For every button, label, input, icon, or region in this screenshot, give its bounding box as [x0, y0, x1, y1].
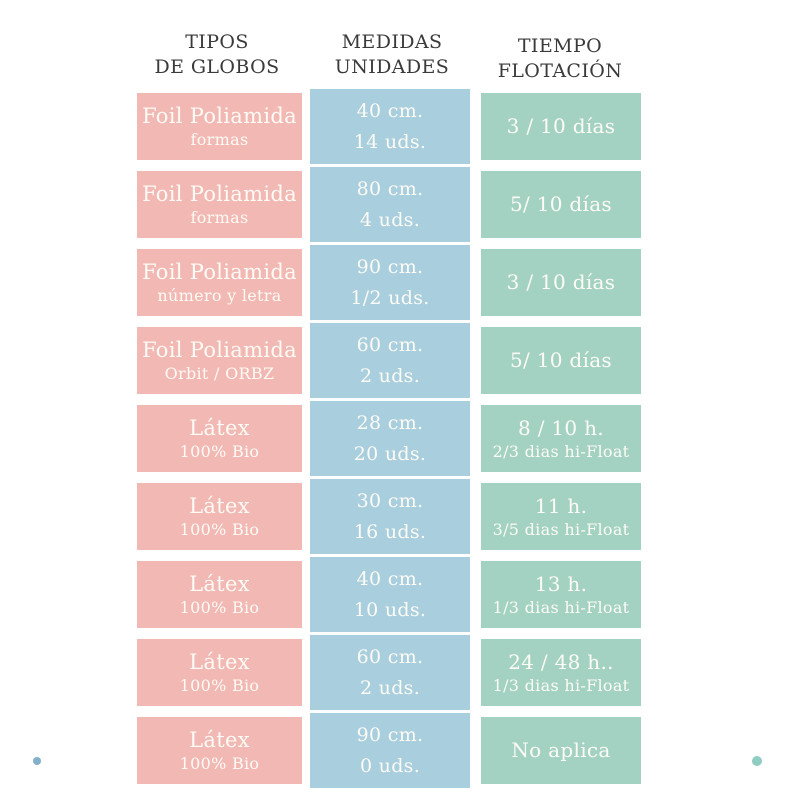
float-time-cell-main: 3 / 10 días — [506, 270, 616, 294]
float-time-cell-main: 5/ 10 días — [509, 348, 612, 372]
header-line: TIEMPO — [517, 35, 603, 57]
float-time-cell-main: No aplica — [511, 738, 611, 762]
balloon-type-cell-main: Látex — [189, 494, 250, 518]
measure-units-cell: 28 cm. 20 uds. — [310, 401, 470, 476]
float-time-cell: 11 h. 3/5 dias hi-Float — [481, 483, 641, 550]
measure-units-cell: 60 cm. 2 uds. — [310, 323, 470, 398]
header-line: TIPOS — [185, 31, 249, 53]
balloon-type-cell: Foil Poliamida formas — [137, 171, 302, 238]
balloon-type-cell-sub: 100% Bio — [179, 598, 260, 617]
measure-units-cell: 60 cm. 2 uds. — [310, 635, 470, 710]
balloon-type-cell-sub: 100% Bio — [179, 676, 260, 695]
float-time-cell: 8 / 10 h. 2/3 dias hi-Float — [481, 405, 641, 472]
balloon-type-cell-sub: formas — [190, 130, 249, 149]
balloon-type-cell-main: Látex — [189, 572, 250, 596]
float-time-cell: No aplica — [481, 717, 641, 784]
measure-units-cell-main: 90 cm. — [356, 256, 424, 278]
balloon-type-cell: Látex 100% Bio — [137, 483, 302, 550]
balloon-type-cell: Foil Poliamida Orbit / ORBZ — [137, 327, 302, 394]
measure-units-cell-main: 80 cm. — [356, 178, 424, 200]
balloon-type-cell-main: Foil Poliamida — [142, 338, 297, 362]
balloon-type-cell: Látex 100% Bio — [137, 717, 302, 784]
decorative-dot-bottom-left — [33, 757, 41, 765]
column-header-tipos-de-globos: TIPOS DE GLOBOS — [117, 30, 317, 80]
measure-units-cell-sub: 4 uds. — [359, 209, 421, 231]
measure-units-cell-main: 28 cm. — [356, 412, 424, 434]
float-time-cell-sub: 3/5 dias hi-Float — [492, 519, 630, 539]
measure-units-cell-sub: 2 uds. — [359, 677, 421, 699]
header-line: FLOTACIÓN — [497, 60, 623, 82]
balloon-type-cell-sub: formas — [190, 208, 249, 227]
float-time-cell-sub: 1/3 dias hi-Float — [492, 597, 630, 617]
balloon-type-cell: Foil Poliamida formas — [137, 93, 302, 160]
measure-units-cell-sub: 2 uds. — [359, 365, 421, 387]
measure-units-cell-main: 40 cm. — [356, 568, 424, 590]
measure-units-cell-main: 30 cm. — [356, 490, 424, 512]
balloon-type-cell: Látex 100% Bio — [137, 405, 302, 472]
header-line: MEDIDAS — [341, 31, 443, 53]
measure-units-cell-sub: 0 uds. — [359, 755, 421, 777]
balloon-type-cell: Látex 100% Bio — [137, 639, 302, 706]
decorative-dot-bottom-right — [752, 756, 762, 766]
balloon-type-cell-sub: 100% Bio — [179, 754, 260, 773]
balloon-type-cell-main: Látex — [189, 650, 250, 674]
measure-units-cell-sub: 14 uds. — [353, 131, 427, 153]
column-header-tiempo-flotacion: TIEMPO FLOTACIÓN — [460, 34, 660, 84]
float-time-cell: 13 h. 1/3 dias hi-Float — [481, 561, 641, 628]
measure-units-cell-sub: 20 uds. — [353, 443, 427, 465]
measure-units-cell: 80 cm. 4 uds. — [310, 167, 470, 242]
float-time-cell: 5/ 10 días — [481, 171, 641, 238]
measure-units-cell-main: 60 cm. — [356, 334, 424, 356]
measure-units-cell: 90 cm. 0 uds. — [310, 713, 470, 788]
measure-units-cell-sub: 10 uds. — [353, 599, 427, 621]
header-line: UNIDADES — [334, 56, 450, 78]
measure-units-cell: 90 cm. 1/2 uds. — [310, 245, 470, 320]
balloon-type-cell-sub: 100% Bio — [179, 442, 260, 461]
measure-units-cell-main: 40 cm. — [356, 100, 424, 122]
balloon-type-cell: Látex 100% Bio — [137, 561, 302, 628]
balloon-type-cell-main: Látex — [189, 728, 250, 752]
float-time-cell-main: 13 h. — [534, 571, 588, 596]
balloon-type-cell: Foil Poliamida número y letra — [137, 249, 302, 316]
balloon-type-cell-sub: número y letra — [157, 286, 282, 305]
float-time-cell: 5/ 10 días — [481, 327, 641, 394]
float-time-cell: 3 / 10 días — [481, 249, 641, 316]
balloon-type-cell-sub: Orbit / ORBZ — [164, 364, 275, 383]
balloon-type-cell-main: Foil Poliamida — [142, 182, 297, 206]
measure-units-cell: 40 cm. 14 uds. — [310, 89, 470, 164]
measure-units-cell: 40 cm. 10 uds. — [310, 557, 470, 632]
float-time-cell-sub: 1/3 dias hi-Float — [492, 675, 630, 695]
float-time-cell: 24 / 48 h.. 1/3 dias hi-Float — [481, 639, 641, 706]
float-time-cell-main: 11 h. — [534, 493, 588, 518]
column-header-medidas-unidades: MEDIDAS UNIDADES — [292, 30, 492, 80]
measure-units-cell-sub: 16 uds. — [353, 521, 427, 543]
measure-units-cell: 30 cm. 16 uds. — [310, 479, 470, 554]
balloon-type-cell-sub: 100% Bio — [179, 520, 260, 539]
header-line: DE GLOBOS — [154, 56, 280, 78]
balloon-type-cell-main: Látex — [189, 416, 250, 440]
balloon-type-cell-main: Foil Poliamida — [142, 260, 297, 284]
float-time-cell-sub: 2/3 dias hi-Float — [492, 441, 630, 461]
balloon-type-cell-main: Foil Poliamida — [142, 104, 297, 128]
float-time-cell-main: 8 / 10 h. — [518, 415, 604, 440]
measure-units-cell-main: 90 cm. — [356, 724, 424, 746]
measure-units-cell-sub: 1/2 uds. — [350, 287, 430, 309]
float-time-cell-main: 3 / 10 días — [506, 114, 616, 138]
float-time-cell: 3 / 10 días — [481, 93, 641, 160]
float-time-cell-main: 5/ 10 días — [509, 192, 612, 216]
measure-units-cell-main: 60 cm. — [356, 646, 424, 668]
float-time-cell-main: 24 / 48 h.. — [508, 649, 614, 674]
